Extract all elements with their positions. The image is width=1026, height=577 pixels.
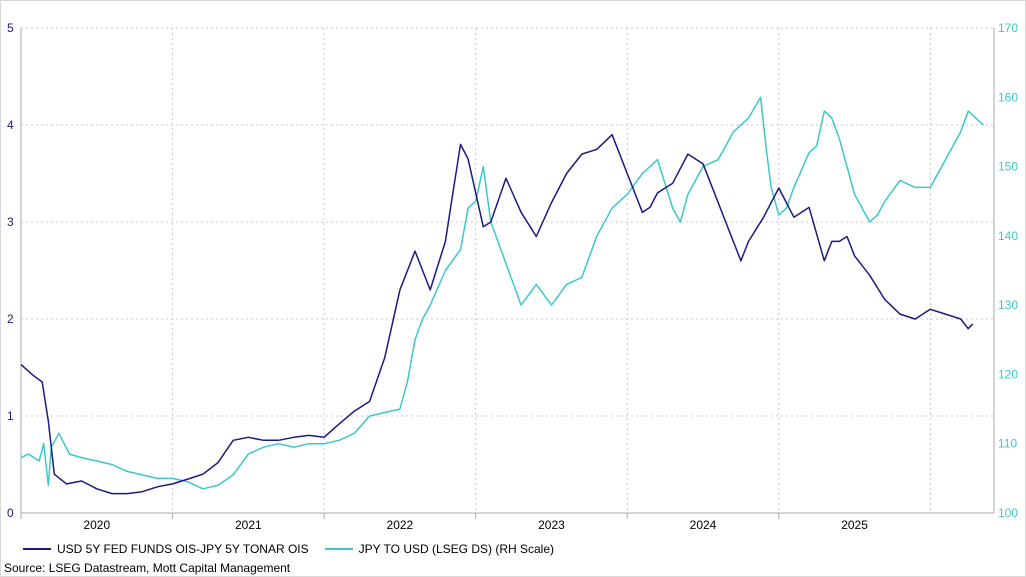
series-line-ois-spread	[20, 133, 974, 495]
legend-item-jpy: JPY TO USD (LSEG DS) (RH Scale)	[324, 542, 555, 556]
y-left-tick-label: 2	[7, 312, 14, 326]
y-right-tick-label: 100	[998, 506, 1018, 520]
y-left-tick-label: 3	[7, 215, 14, 229]
y-left-tick-label: 1	[7, 409, 14, 423]
x-tick-label: 2024	[690, 518, 717, 532]
legend-item-spread: USD 5Y FED FUNDS OIS-JPY 5Y TONAR OIS	[23, 542, 309, 556]
x-tick-label: 2020	[83, 518, 110, 532]
legend-label-jpy: JPY TO USD (LSEG DS) (RH Scale)	[358, 542, 555, 556]
series-line-jpy-usd	[20, 96, 984, 490]
x-tick-label: 2023	[538, 518, 565, 532]
source-note: Source: LSEG Datastream, Mott Capital Ma…	[4, 561, 291, 575]
legend-swatch-jpy	[324, 548, 353, 550]
y-right-tick-label: 140	[998, 229, 1018, 243]
legend-label-spread: USD 5Y FED FUNDS OIS-JPY 5Y TONAR OIS	[57, 542, 309, 556]
x-tick-label: 2021	[235, 518, 262, 532]
y-right-tick-label: 150	[998, 160, 1018, 174]
y-left-tick-label: 0	[7, 506, 14, 520]
y-right-tick-label: 160	[998, 90, 1018, 104]
y-right-tick-label: 130	[998, 298, 1018, 312]
x-tick-label: 2022	[387, 518, 414, 532]
y-right-tick-label: 110	[998, 437, 1017, 451]
x-tick-label: 2025	[841, 518, 868, 532]
legend-swatch-spread	[23, 548, 51, 550]
legend: USD 5Y FED FUNDS OIS-JPY 5Y TONAR OIS JP…	[23, 542, 554, 556]
y-right-tick-label: 170	[998, 21, 1018, 35]
y-left-tick-label: 5	[7, 21, 14, 35]
y-right-tick-label: 120	[998, 367, 1018, 381]
y-left-tick-label: 4	[7, 118, 14, 132]
